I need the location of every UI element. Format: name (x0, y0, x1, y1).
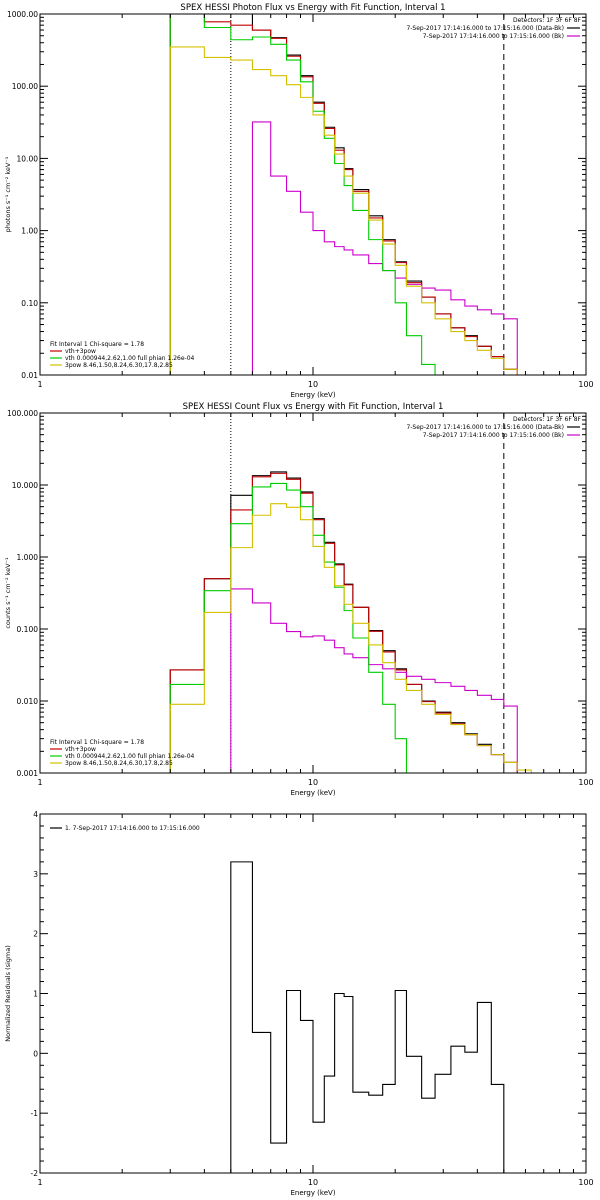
x-axis: 1 10 100 Energy (keV) (37, 413, 594, 797)
legend-entry: vth+3pow (65, 746, 96, 753)
y-tick-label: 0.001 (17, 769, 39, 778)
y-tick-label: 1.00 (21, 227, 38, 236)
y-tick-label: 10.000 (12, 481, 38, 490)
x-tick-label: 10 (308, 1178, 318, 1187)
x-tick-label: 100 (578, 778, 593, 787)
y-axis-label: photons s⁻¹ cm⁻² keV⁻¹ (4, 156, 12, 232)
y-axis-label: counts s⁻¹ cm⁻² keV⁻¹ (4, 557, 12, 629)
y-tick-label: -1 (31, 1109, 39, 1118)
y-axis: 0.001 0.010 0.100 1.000 10.000 100.000 counts … (4, 409, 586, 778)
y-tick-label: 1.000 (17, 553, 39, 562)
x-axis-label: Energy (keV) (290, 391, 335, 399)
y-tick-label: 1 (33, 990, 38, 999)
x-tick-label: 1 (37, 380, 42, 389)
legend-entry: vth 0.000944,2.62,1.00 full phian 1.26e-… (65, 753, 195, 760)
legend-entry: Fit Interval 1 Chi-square = 1.78 (50, 739, 144, 746)
y-tick-label: 0.010 (17, 697, 39, 706)
series-total (169, 14, 518, 375)
legend-right: Detectors: 1F 3F 6F 8F7-Sep-2017 17:14:1… (406, 416, 581, 439)
chart-residuals: 1 10 100 Energy (keV) -2 -1 0 1 2 3 4 Normalized Re… (4, 810, 594, 1197)
y-tick-label: 0 (33, 1049, 38, 1058)
legend-entry: vth+3pow (65, 348, 96, 355)
x-tick-label: 1 (37, 778, 42, 787)
y-tick-label: 10.00 (17, 154, 39, 163)
y-tick-label: 0.01 (21, 371, 38, 380)
legend-right: Detectors: 1F 3F 6F 8F7-Sep-2017 17:14:1… (406, 17, 581, 40)
legend-entry: Detectors: 1F 3F 6F 8F (513, 17, 582, 24)
y-axis: 0.01 0.10 1.00 10.00 100.00 1000.00 photons s⁻… (4, 10, 586, 380)
y-axis: -2 -1 0 1 2 3 4 Normalized Residuals (sigma) (4, 810, 586, 1178)
chart-title: SPEX HESSI Photon Flux vs Energy with Fi… (180, 3, 445, 13)
y-tick-label: 0.10 (21, 299, 38, 308)
chart-photon: 1 10 100 Energy (keV) 0.01 0.10 1.00 10.00 100.0… (4, 3, 594, 399)
y-tick-label: 100.00 (12, 82, 38, 91)
y-tick-label: 4 (33, 810, 38, 819)
legend-left: Fit Interval 1 Chi-square = 1.78vth+3pow… (50, 739, 195, 767)
series-pow (169, 46, 532, 375)
x-tick-label: 100 (578, 1178, 593, 1187)
chart-title: SPEX HESSI Count Flux vs Energy with Fit… (183, 402, 444, 412)
series-group (230, 861, 505, 1173)
y-tick-label: -2 (31, 1169, 39, 1178)
x-tick-label: 100 (578, 380, 593, 389)
x-axis-label: Energy (keV) (290, 789, 335, 797)
y-tick-label: 3 (33, 870, 38, 879)
series-group (169, 14, 532, 375)
legend-entry: 7-Sep-2017 17:14:16.000 to 17:15:16.000 … (423, 432, 564, 439)
y-tick-label: 2 (33, 930, 38, 939)
legend-entry: Detectors: 1F 3F 6F 8F (513, 416, 582, 423)
y-tick-label: 100.000 (7, 409, 38, 418)
legend-entry: 7-Sep-2017 17:14:16.000 to 17:15:16.000 … (423, 33, 564, 40)
series-vth (169, 482, 422, 773)
legend-entry: 7-Sep-2017 17:14:16.000 to 17:15:16.000 … (406, 25, 564, 32)
x-tick-label: 10 (308, 380, 318, 389)
y-tick-label: 1000.00 (7, 10, 38, 19)
series-bk (230, 588, 518, 773)
series-pow (169, 503, 544, 773)
x-tick-label: 1 (37, 1178, 42, 1187)
x-axis: 1 10 100 Energy (keV) (37, 814, 594, 1197)
series-vth-3pow (169, 14, 518, 375)
chart-count: 1 10 100 Energy (keV) 0.001 0.010 0.100 1.000 10… (4, 402, 594, 797)
legend-left: 1. 7-Sep-2017 17:14:16.000 to 17:15:16.0… (50, 825, 200, 832)
legend-entry: 3pow 8.46,1.50,8.24,6.30,17.8,2.85 (65, 760, 173, 767)
y-axis-label: Normalized Residuals (sigma) (4, 945, 12, 1042)
legend-entry: 3pow 8.46,1.50,8.24,6.30,17.8,2.85 (65, 362, 173, 369)
legend-entry: 7-Sep-2017 17:14:16.000 to 17:15:16.000 … (406, 424, 564, 431)
legend-entry: Fit Interval 1 Chi-square = 1.78 (50, 341, 144, 348)
series-vth (169, 14, 451, 375)
y-tick-label: 0.100 (17, 625, 39, 634)
legend-left: Fit Interval 1 Chi-square = 1.78vth+3pow… (50, 341, 195, 369)
x-tick-label: 10 (308, 778, 318, 787)
x-axis-label: Energy (keV) (290, 1189, 335, 1197)
series-total (230, 861, 505, 1173)
legend-entry: 1. 7-Sep-2017 17:14:16.000 to 17:15:16.0… (65, 825, 200, 832)
legend-entry: vth 0.000944,2.62,1.00 full phian 1.26e-… (65, 355, 195, 362)
series-group (169, 413, 544, 773)
x-axis: 1 10 100 Energy (keV) (37, 14, 594, 399)
